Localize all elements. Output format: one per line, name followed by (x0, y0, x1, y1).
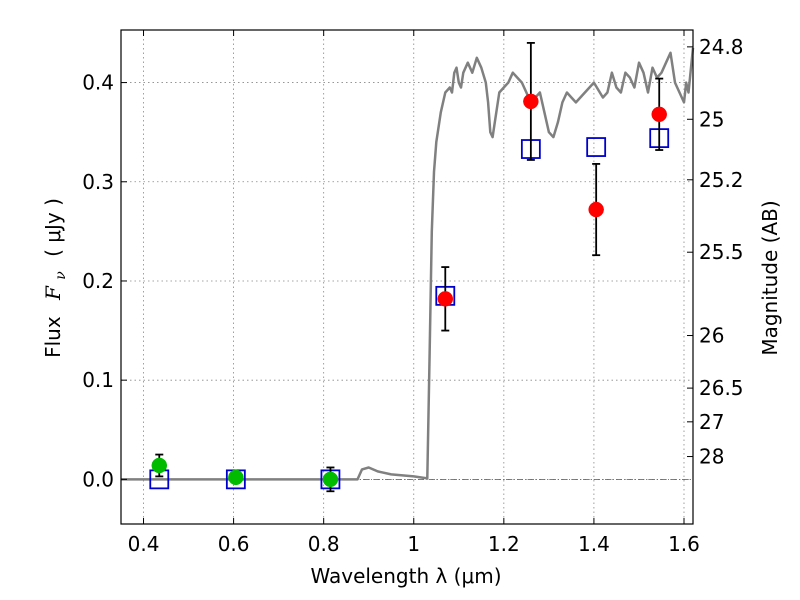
observed-flux-point (437, 291, 454, 307)
observed-flux-point (151, 457, 168, 474)
y-axis-label-prefix: Flux (41, 316, 65, 358)
x-tick-label: 1 (407, 532, 420, 556)
y-axis-label-subscript: ν (53, 271, 69, 280)
y-axis-label: Flux F ν ( μJy ) (41, 198, 70, 358)
observed-flux-point (228, 469, 244, 486)
y-tick-label: 0.1 (82, 368, 114, 392)
y2-axis-label: Magnitude (AB) (758, 200, 782, 355)
y-axis-label-symbol: F (41, 285, 65, 301)
x-tick-label: 1.4 (578, 532, 610, 556)
y-tick-label: 0.0 (82, 467, 114, 491)
y2-tick-label: 26 (699, 324, 724, 348)
observed-flux-point (322, 471, 339, 488)
x-tick-label: 1.6 (668, 532, 700, 556)
svg-text:Flux F ν ( μ: Flux F ν ( μJy ) (41, 198, 70, 358)
x-tick-label: 0.6 (218, 532, 250, 556)
x-axis-label: Wavelength λ (μm) (310, 564, 501, 588)
y2-tick-label: 25 (699, 107, 724, 131)
y2-tick-label: 26.5 (699, 376, 744, 400)
y2-tick-label: 28 (699, 445, 724, 469)
plot-area (121, 41, 695, 493)
y2-tick-label: 27 (699, 410, 724, 434)
x-tick-label: 0.8 (308, 532, 340, 556)
plot-frame (120, 29, 694, 525)
y-axis-label-units: ( μJy ) (41, 198, 65, 257)
y2-tick-label: 24.8 (699, 35, 744, 59)
grid (121, 30, 693, 524)
y-tick-label: 0.3 (82, 170, 114, 194)
observed-flux-point (651, 106, 667, 123)
observed-flux-point (523, 93, 539, 110)
spectrum-line (121, 47, 695, 481)
axis-ticks: 0.4 0.6 0.8 1 1.2 1.4 1.6 0.0 0.1 0.2 0.3 0.4 24.8 25… (82, 30, 744, 556)
observed-flux-point (588, 201, 604, 218)
y-tick-label: 0.4 (82, 71, 114, 95)
y2-tick-label: 25.2 (699, 168, 744, 192)
model-flux-square (586, 137, 607, 157)
x-tick-label: 1.2 (488, 532, 520, 556)
y2-tick-label: 25.5 (699, 240, 744, 264)
y-tick-label: 0.2 (82, 269, 114, 293)
x-tick-label: 0.4 (128, 532, 160, 556)
